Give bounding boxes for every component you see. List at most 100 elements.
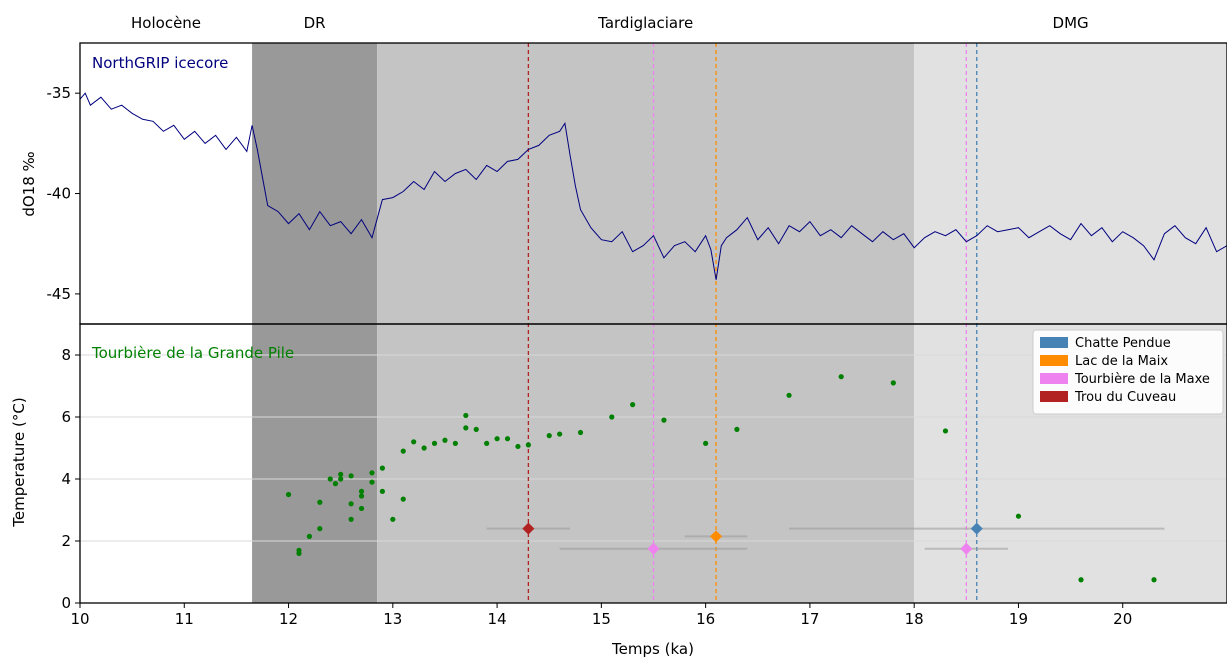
ice-core-series xyxy=(79,92,1227,280)
period-band xyxy=(377,43,915,603)
temperature-point xyxy=(431,440,438,446)
temperature-point xyxy=(332,481,339,487)
y-tick-label: 0 xyxy=(61,594,71,612)
temperature-point xyxy=(421,445,427,451)
temperature-point xyxy=(442,437,448,443)
x-tick-label: 18 xyxy=(905,610,924,628)
temperature-point xyxy=(348,501,354,507)
y-tick-label: 6 xyxy=(61,408,71,426)
period-labels: Holocène DR Tardiglaciare DMG xyxy=(131,14,1089,32)
temperature-point xyxy=(379,465,385,471)
legend-label: Trou du Cuveau xyxy=(1074,390,1176,405)
temperature-point xyxy=(703,440,709,446)
y-tick-label: 8 xyxy=(61,346,71,364)
legend-swatch xyxy=(1040,355,1068,366)
x-tick-label: 14 xyxy=(488,610,507,628)
temperature-point xyxy=(327,476,333,482)
temperature-point xyxy=(411,439,417,445)
legend-swatch xyxy=(1040,337,1068,348)
legend: Chatte Pendue Lac de la Maix Tourbière de … xyxy=(1032,329,1224,415)
temperature-point xyxy=(484,440,490,446)
x-tick-label: 20 xyxy=(1113,610,1132,628)
temperature-point xyxy=(306,533,312,539)
bottom-panel-frame xyxy=(79,323,1227,604)
x-tick-label: 17 xyxy=(800,610,819,628)
temperature-point xyxy=(546,433,552,439)
temperature-point xyxy=(369,470,375,476)
temperature-point xyxy=(890,380,896,386)
temperature-point xyxy=(338,471,344,477)
temperature-point xyxy=(734,426,740,432)
site-marker xyxy=(647,542,660,555)
period-label: DMG xyxy=(1053,14,1089,32)
temperature-point xyxy=(285,491,292,498)
x-tick-label: 15 xyxy=(592,610,611,628)
temperature-point xyxy=(400,448,406,454)
period-label: DR xyxy=(304,14,326,32)
bottom-y-axis-label: Temperature (°C) xyxy=(10,397,28,527)
temperature-point xyxy=(473,426,479,432)
temperature-point xyxy=(452,440,458,446)
legend-label: Lac de la Maix xyxy=(1075,354,1168,369)
period-band xyxy=(914,43,1227,603)
period-band xyxy=(252,43,378,603)
site-age-lines xyxy=(527,43,978,603)
temperature-point xyxy=(525,442,531,448)
temperature-point xyxy=(577,429,584,436)
temperature-point xyxy=(661,417,667,423)
site-marker xyxy=(960,542,973,555)
legend-swatch xyxy=(1040,373,1068,384)
temperature-point xyxy=(369,479,375,485)
temperature-point xyxy=(1151,577,1157,583)
site-marker xyxy=(522,522,535,535)
period-bands xyxy=(80,43,1227,603)
axes: -35 -40 -45 0 2 4 6 8 10 11 12 13 14 15 16 17 18 19 20 xyxy=(47,84,1133,628)
temperature-point xyxy=(630,402,636,408)
period-label: Holocène xyxy=(131,14,201,32)
temperature-point xyxy=(1015,513,1022,519)
temperature-point xyxy=(348,516,354,522)
x-tick-label: 16 xyxy=(696,610,715,628)
period-band xyxy=(80,43,253,603)
temperature-point xyxy=(390,516,396,522)
bottom-panel-title: Tourbière de la Grande Pile xyxy=(91,344,294,362)
temperature-point xyxy=(358,493,365,499)
x-tick-label: 10 xyxy=(70,610,89,628)
temperature-points xyxy=(285,374,1157,583)
temperature-point xyxy=(838,374,844,380)
temperature-point xyxy=(296,547,302,553)
site-marker xyxy=(710,530,723,543)
site-marker xyxy=(970,522,983,535)
legend-label: Tourbière de la Maxe xyxy=(1074,372,1210,387)
x-tick-label: 19 xyxy=(1009,610,1028,628)
site-markers xyxy=(486,522,1165,555)
legend-box xyxy=(1032,329,1224,415)
top-y-axis-label: dO18 ‰ xyxy=(20,151,38,216)
temperature-point xyxy=(358,505,365,512)
period-label: Tardiglaciare xyxy=(597,14,693,32)
x-tick-label: 12 xyxy=(279,610,298,628)
y-tick-label: -45 xyxy=(47,285,72,303)
temperature-point xyxy=(515,443,521,450)
x-tick-label: 11 xyxy=(175,610,194,628)
temperature-point xyxy=(338,476,344,482)
temperature-point xyxy=(494,436,500,442)
temperature-point xyxy=(348,473,354,479)
temperature-point xyxy=(504,436,511,442)
x-axis-label: Temps (ka) xyxy=(611,640,694,658)
temperature-point xyxy=(317,499,323,505)
x-tick-label: 13 xyxy=(383,610,402,628)
temperature-point xyxy=(400,496,406,502)
y-tick-label: 4 xyxy=(61,470,71,488)
temperature-point xyxy=(557,431,563,437)
legend-swatch xyxy=(1040,391,1068,402)
legend-label: Chatte Pendue xyxy=(1075,336,1171,351)
temperature-point xyxy=(463,425,469,431)
temperature-point xyxy=(463,412,469,419)
top-panel-title: NorthGRIP icecore xyxy=(92,54,228,72)
y-tick-label: 2 xyxy=(61,532,71,550)
temperature-point xyxy=(317,526,323,532)
temperature-point xyxy=(786,392,792,398)
temperature-point xyxy=(358,488,365,494)
